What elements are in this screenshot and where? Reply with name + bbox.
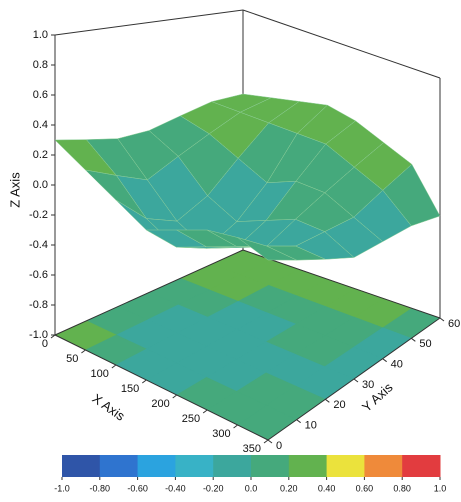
colorbar-segment [402, 455, 441, 477]
colorbar-tick-label: -0.80 [90, 483, 111, 493]
x-tick [141, 379, 147, 384]
y-tick [439, 317, 445, 322]
x-tick-label: 350 [243, 443, 261, 455]
z-tick-label: -0.2 [29, 209, 48, 221]
z-tick-label: 0.2 [33, 149, 48, 161]
colorbar-tick-label: 0.40 [318, 483, 336, 493]
x-tick [50, 334, 56, 339]
x-tick [202, 409, 208, 414]
colorbar-tick-label: -0.40 [165, 483, 186, 493]
x-axis-title: X Axis [90, 391, 129, 424]
y-tick-label: 10 [305, 420, 317, 432]
x-tick-label: 50 [66, 353, 78, 365]
y-tick-label: 50 [419, 338, 431, 350]
y-tick [267, 439, 273, 444]
y-tick [411, 337, 416, 342]
y-tick-label: 40 [391, 359, 403, 371]
colorbar-tick-label: -0.20 [203, 483, 224, 493]
x-tick [233, 424, 238, 429]
x-tick [111, 364, 117, 369]
box-edge [242, 9, 441, 79]
z-tick-label: -0.8 [29, 299, 48, 311]
z-tick-label: 0.6 [33, 89, 48, 101]
y-tick [296, 419, 301, 424]
x-tick [172, 394, 178, 399]
y-tick-label: 30 [362, 379, 374, 391]
y-tick [325, 398, 330, 403]
colorbar-tick-label: 0.60 [356, 483, 374, 493]
colorbar-segment [213, 455, 252, 477]
z-tick-label: 0.8 [33, 59, 48, 71]
x-tick [81, 349, 86, 354]
box-edge [54, 9, 244, 36]
colorbar-segment [99, 455, 139, 477]
x-tick-label: 0 [42, 338, 48, 350]
y-tick-label: 20 [333, 399, 345, 411]
z-tick-label: -0.6 [29, 269, 48, 281]
y-tick [382, 358, 387, 363]
z-tick-label: 0.0 [33, 179, 48, 191]
floor-edge [54, 334, 269, 441]
colorbar-tick-label: 1.0 [434, 483, 447, 493]
colorbar-tick-label: -1.0 [54, 483, 70, 493]
colorbar-segment [364, 455, 403, 477]
z-tick-label: 0.4 [33, 119, 48, 131]
y-tick-label: 0 [276, 440, 282, 452]
x-tick-label: 100 [90, 368, 108, 380]
z-tick-label: -1.0 [29, 329, 48, 341]
colorbar-segment [288, 455, 328, 477]
z-tick-label: 1.0 [33, 29, 48, 41]
x-tick [263, 439, 269, 444]
floor-edge [54, 249, 244, 336]
floor-edge [242, 249, 441, 319]
z-axis-title: Z Axis [7, 172, 22, 208]
y-tick-label: 60 [448, 318, 460, 330]
x-tick-label: 250 [182, 413, 200, 425]
colorbar-tick-label: 0.20 [280, 483, 298, 493]
colorbar-tick-label: -0.60 [127, 483, 148, 493]
colorbar-segment [326, 455, 365, 477]
colorbar-segment [62, 455, 101, 477]
x-tick-label: 300 [212, 428, 230, 440]
colorbar-tick-label: 0.0 [245, 483, 258, 493]
x-tick-label: 150 [121, 383, 139, 395]
colorbar-tick-label: 0.80 [393, 483, 411, 493]
y-tick [353, 378, 359, 383]
surface-cell [237, 237, 297, 261]
z-tick-label: -0.4 [29, 239, 48, 251]
colorbar-segment [137, 455, 176, 477]
x-tick-label: 200 [151, 398, 169, 410]
colorbar-segment [251, 455, 290, 477]
colorbar-segment [175, 455, 214, 477]
